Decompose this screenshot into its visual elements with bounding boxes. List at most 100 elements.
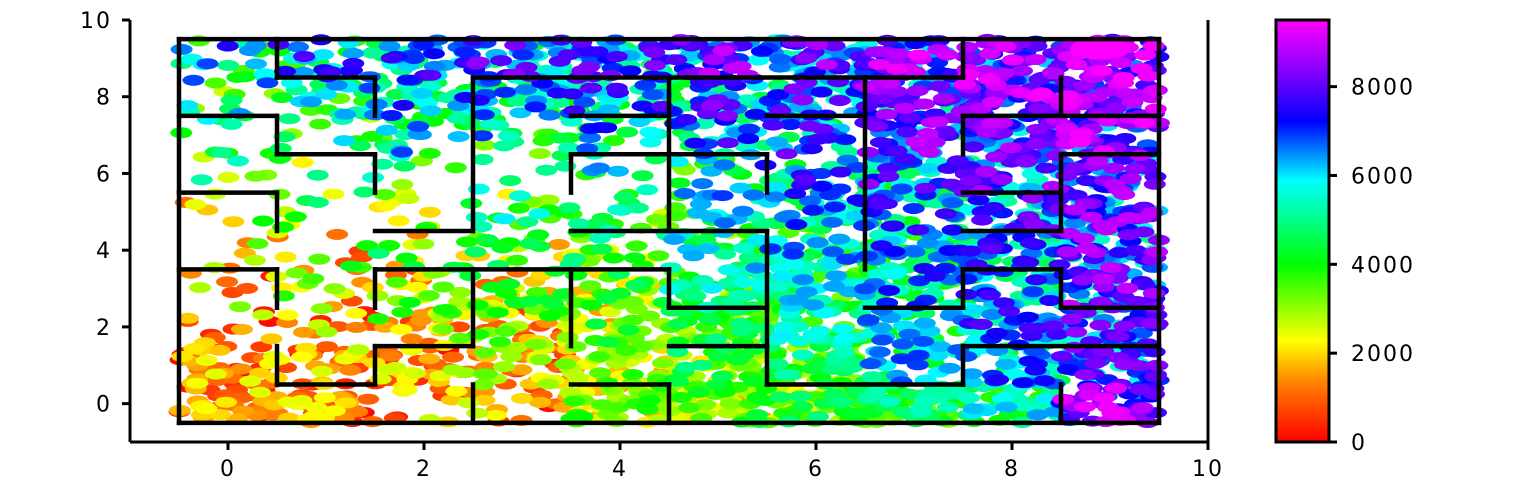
scatter-point: [182, 74, 205, 86]
scatter-point: [953, 78, 976, 90]
scatter-point: [936, 401, 959, 413]
scatter-point: [857, 178, 880, 190]
scatter-point: [448, 296, 471, 307]
scatter-point: [320, 66, 342, 78]
scatter-point: [783, 259, 806, 271]
scatter-point: [936, 49, 959, 61]
x-tick-label: 6: [808, 457, 824, 482]
scatter-point: [220, 118, 243, 130]
scatter-point: [602, 135, 625, 147]
scatter-point: [938, 362, 961, 374]
scatter-point: [380, 52, 403, 64]
scatter-point: [1089, 319, 1112, 331]
scatter-point: [866, 121, 889, 132]
scatter-point: [641, 89, 664, 101]
scatter-point: [459, 270, 482, 282]
scatter-point: [537, 378, 560, 390]
y-axis: 0 2 4 6 8 10: [80, 9, 130, 418]
scatter-point: [960, 368, 983, 380]
scatter-point: [561, 88, 584, 100]
scatter-point: [170, 43, 193, 55]
scatter-point: [771, 270, 794, 282]
scatter-point: [466, 299, 489, 311]
scatter-point: [916, 128, 939, 139]
scatter-point: [576, 45, 599, 57]
scatter-point: [995, 401, 1018, 413]
scatter-point: [599, 306, 622, 318]
scatter-point: [239, 375, 262, 387]
scatter-point: [1100, 262, 1122, 274]
scatter-point: [1011, 377, 1034, 389]
x-tick-label: 10: [1192, 457, 1224, 482]
scatter-point: [1035, 162, 1058, 174]
scatter-point: [591, 399, 613, 411]
scatter-point: [959, 245, 982, 257]
scatter-point: [400, 333, 423, 345]
scatter-point: [558, 202, 581, 214]
scatter-point: [334, 353, 357, 365]
scatter-point: [688, 386, 710, 398]
scatter-point: [955, 273, 978, 285]
scatter-point: [1019, 237, 1042, 249]
scatter-point: [442, 351, 464, 363]
scatter-point: [1074, 369, 1097, 381]
scatter-point: [981, 308, 1004, 320]
scatter-point: [488, 336, 511, 348]
scatter-point: [357, 393, 380, 405]
scatter-point: [729, 60, 752, 72]
scatter-point: [868, 199, 891, 210]
scatter-point: [638, 310, 661, 322]
scatter-point: [981, 96, 1004, 108]
scatter-point: [732, 205, 754, 217]
scatter-point: [967, 194, 990, 206]
scatter-point: [473, 139, 496, 151]
scatter-point: [573, 96, 596, 108]
scatter-point: [349, 140, 372, 152]
scatter-point: [491, 242, 514, 254]
scatter-point: [1041, 180, 1064, 192]
scatter-point: [1105, 382, 1128, 394]
scatter-point: [684, 290, 707, 302]
scatter-point: [877, 171, 900, 182]
scatter-point: [1144, 371, 1167, 383]
scatter-point: [1124, 245, 1147, 256]
scatter-point: [1046, 194, 1069, 206]
scatter-point: [493, 140, 516, 152]
scatter-point: [841, 361, 864, 373]
scatter-point: [666, 346, 689, 358]
scatter-point: [1142, 287, 1165, 299]
scatter-point: [738, 123, 761, 135]
scatter-point: [716, 110, 739, 122]
scatter-point: [868, 58, 890, 70]
scatter-point: [578, 61, 600, 73]
scatter-point: [464, 246, 487, 258]
y-tick-label: 0: [96, 393, 112, 418]
scatter-point: [217, 171, 240, 183]
scatter-point: [229, 301, 251, 313]
scatter-point: [412, 238, 435, 250]
scatter-point: [529, 354, 552, 366]
scatter-point: [310, 303, 333, 315]
scatter-point: [410, 309, 433, 320]
scatter-point: [385, 276, 408, 288]
scatter-point: [315, 341, 338, 353]
scatter-point: [870, 240, 893, 252]
scatter-point: [252, 309, 274, 321]
scatter-point: [1065, 326, 1088, 338]
scatter-point: [1086, 155, 1109, 167]
scatter-point: [700, 282, 723, 294]
scatter-point: [913, 262, 936, 274]
scatter-point: [325, 79, 348, 91]
scatter-point: [912, 335, 935, 347]
scatter-point: [549, 132, 572, 144]
scatter-point: [711, 370, 734, 382]
scatter-point: [204, 368, 227, 380]
scatter-point: [929, 341, 952, 353]
scatter-point: [432, 323, 455, 335]
scatter-point: [890, 183, 913, 195]
scatter-point: [557, 142, 580, 154]
scatter-point: [759, 243, 782, 255]
scatter-point: [512, 49, 535, 61]
scatter-point: [861, 371, 884, 383]
